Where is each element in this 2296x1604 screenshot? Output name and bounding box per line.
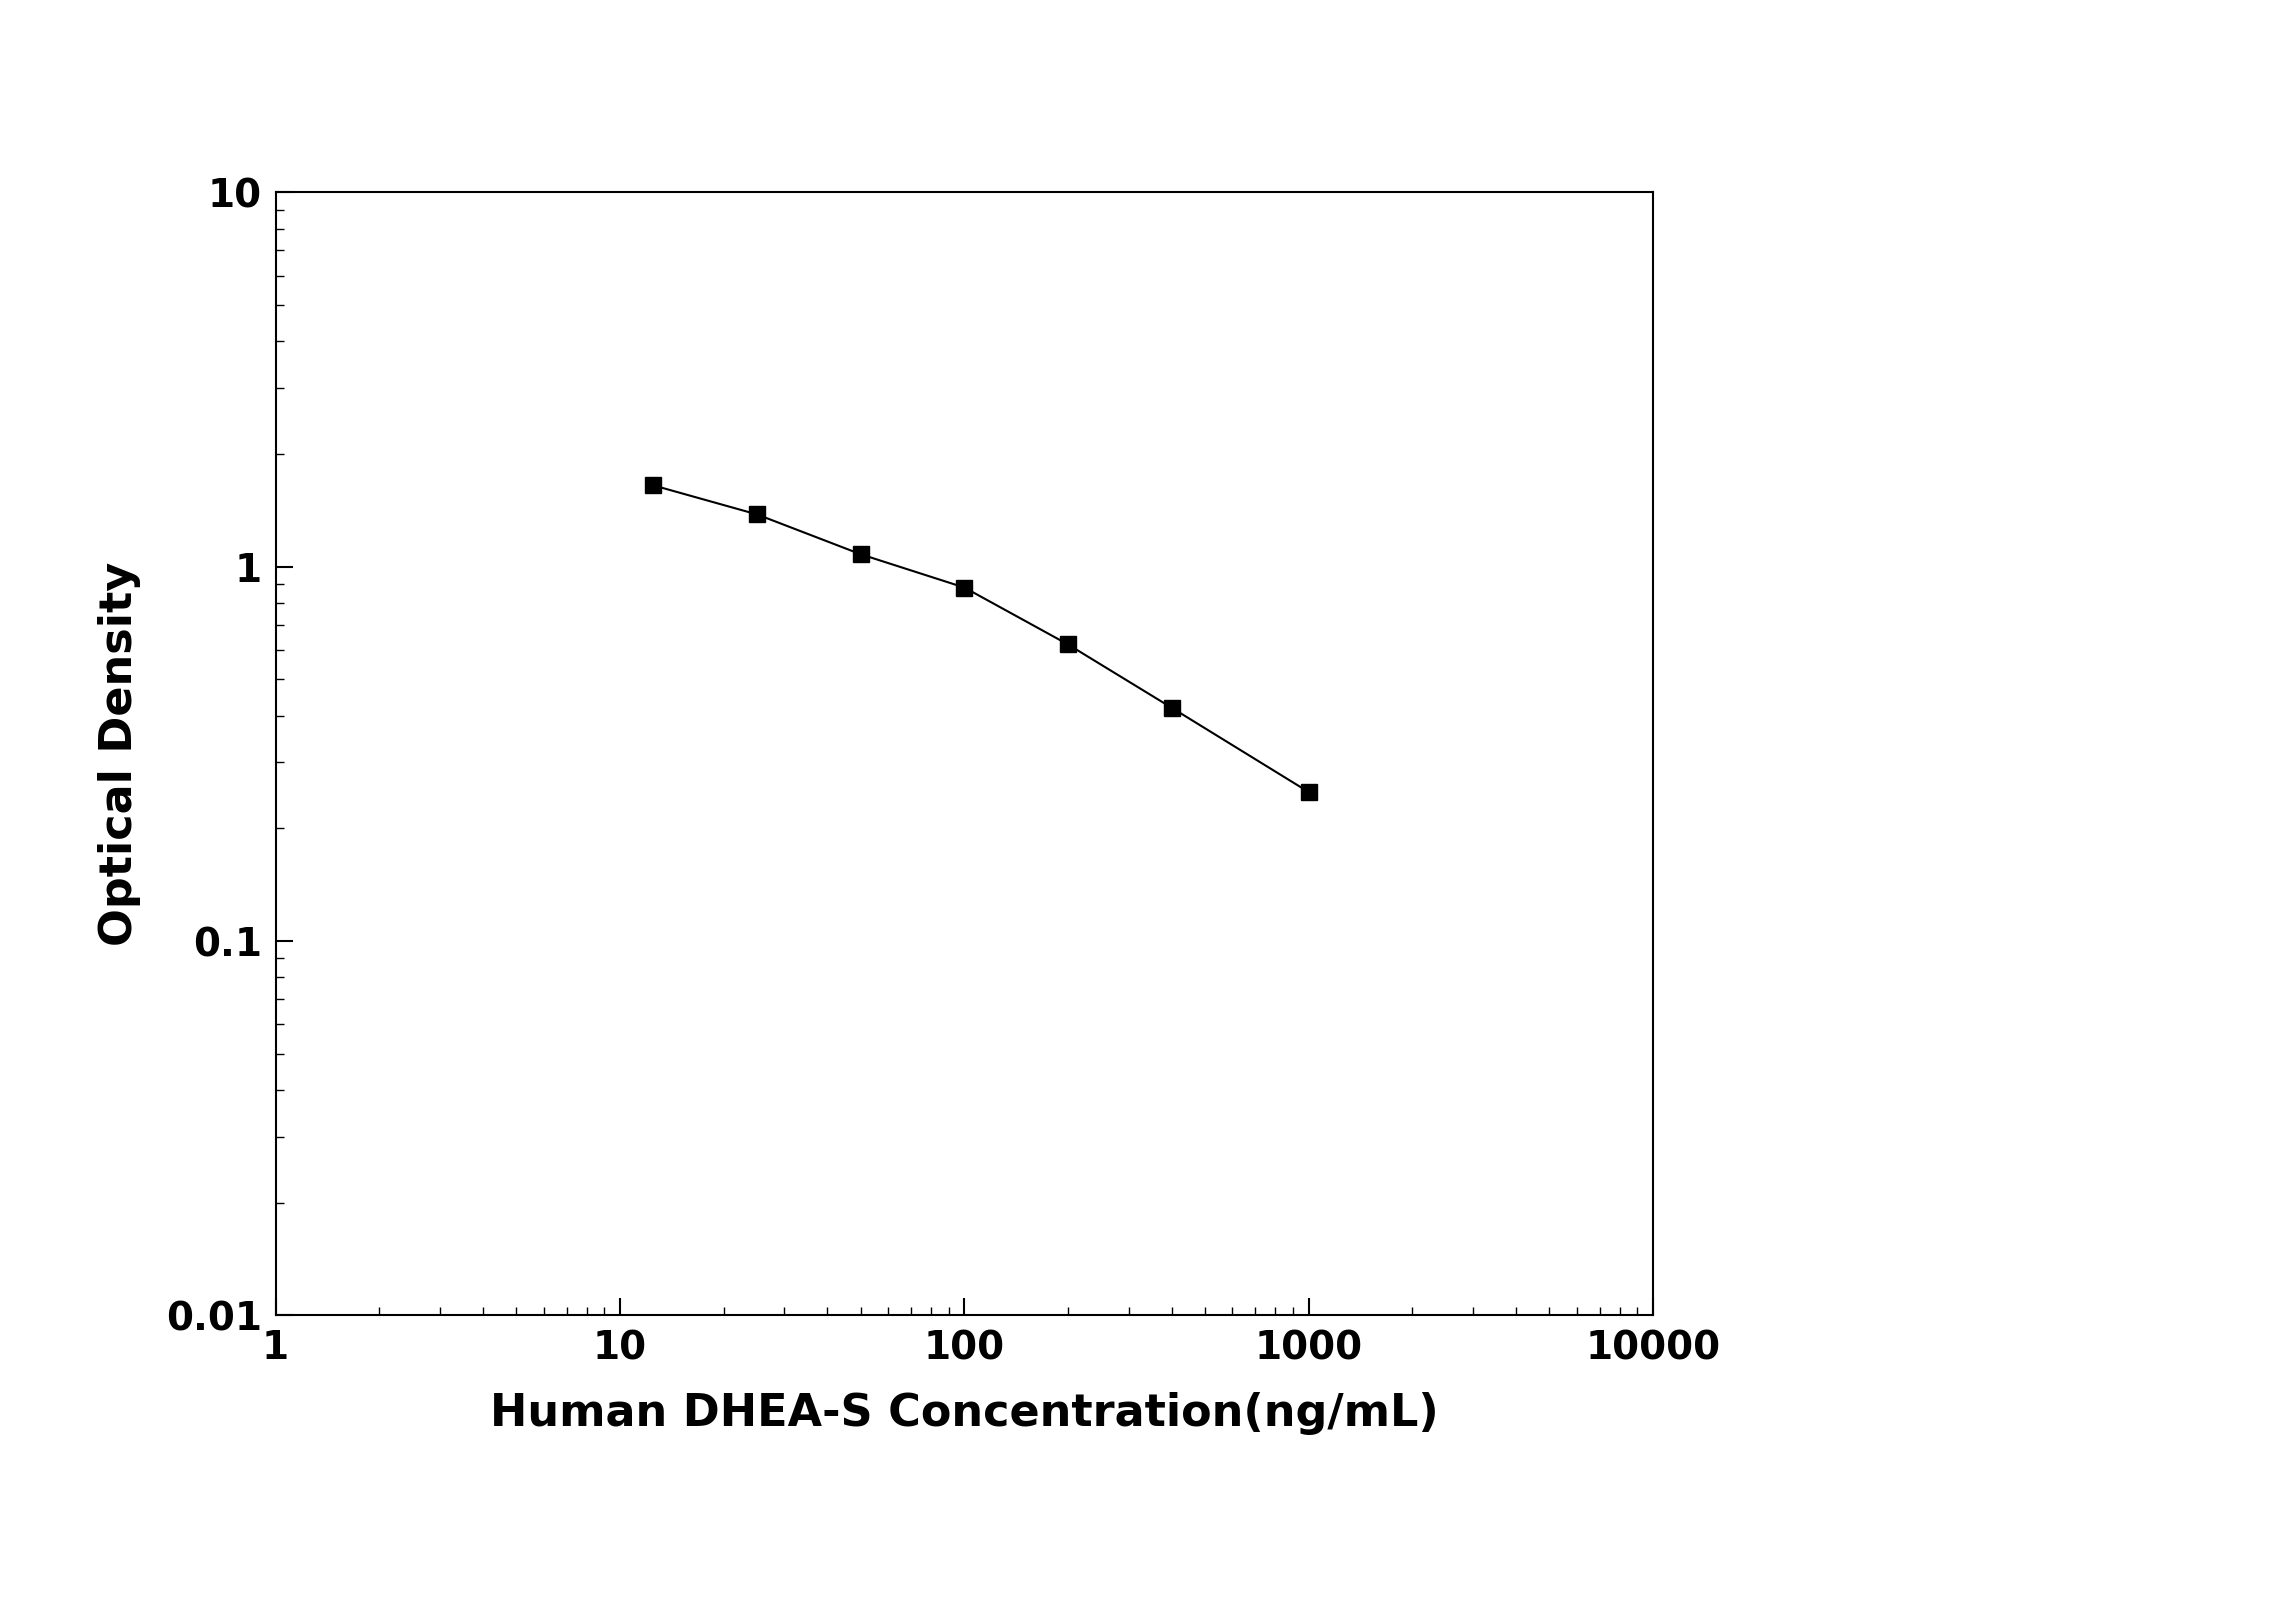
X-axis label: Human DHEA-S Concentration(ng/mL): Human DHEA-S Concentration(ng/mL): [489, 1392, 1440, 1436]
Y-axis label: Optical Density: Optical Density: [99, 561, 140, 946]
